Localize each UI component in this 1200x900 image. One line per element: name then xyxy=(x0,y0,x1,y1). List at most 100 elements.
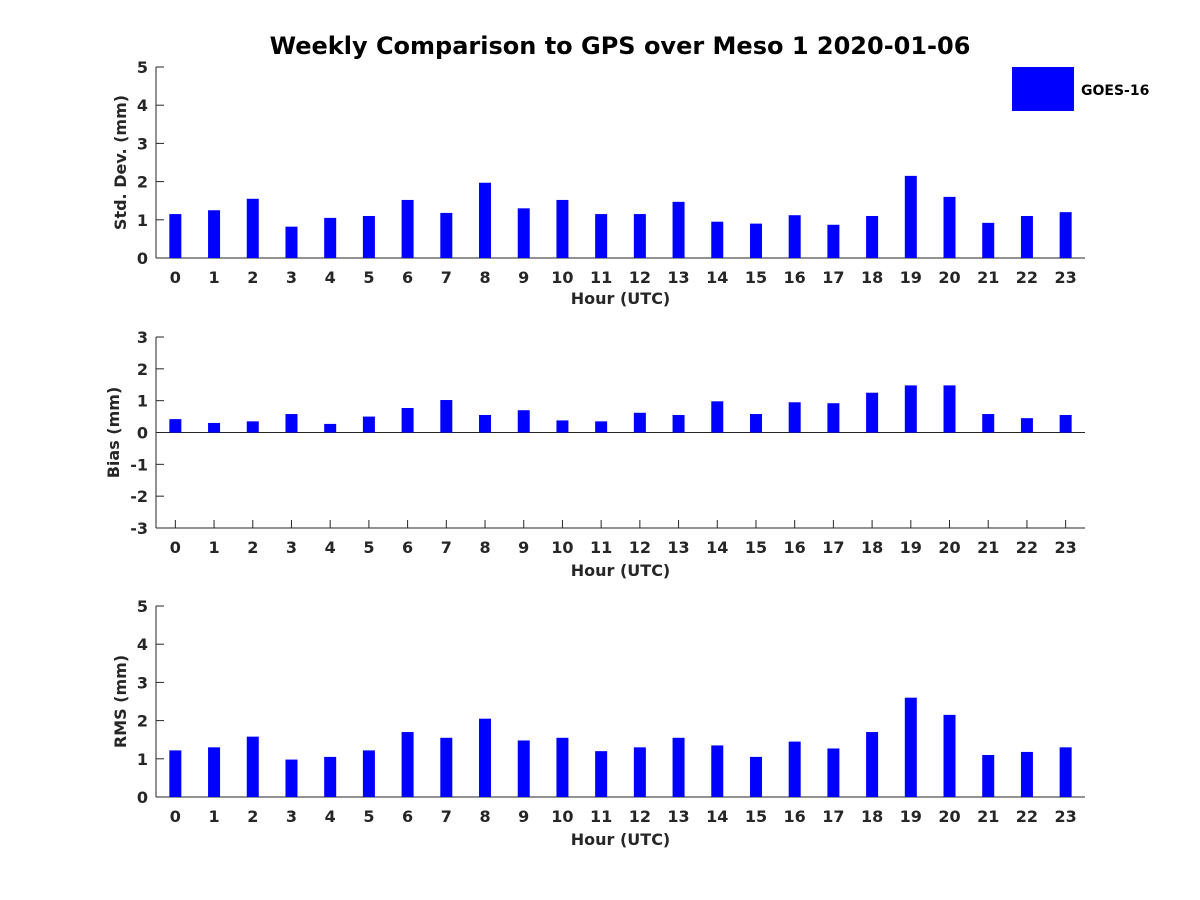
y-tick-label: 3 xyxy=(137,673,148,692)
bar-hour-19 xyxy=(904,385,917,433)
bar-hour-19 xyxy=(904,697,917,797)
x-tick-label: 7 xyxy=(441,807,452,826)
x-tick-label: 6 xyxy=(402,807,413,826)
y-tick-label: 2 xyxy=(137,173,148,192)
x-tick-label: 22 xyxy=(1016,538,1038,557)
bar-hour-0 xyxy=(169,419,182,433)
bar-hour-4 xyxy=(324,756,337,797)
bar-hour-12 xyxy=(633,412,646,433)
bar-hour-9 xyxy=(517,410,530,433)
bar-hour-1 xyxy=(208,422,221,433)
x-tick-label: 18 xyxy=(861,538,883,557)
bar-hour-7 xyxy=(440,737,453,797)
bar-hour-2 xyxy=(246,736,259,797)
x-tick-label: 3 xyxy=(286,807,297,826)
bar-hour-0 xyxy=(169,214,182,258)
bar-hour-14 xyxy=(711,221,724,258)
x-tick-label: 7 xyxy=(441,268,452,287)
bar-hour-2 xyxy=(246,421,259,433)
x-tick-label: 1 xyxy=(208,807,219,826)
x-tick-label: 10 xyxy=(551,538,573,557)
x-tick-label: 15 xyxy=(745,538,767,557)
y-tick-label: 5 xyxy=(137,58,148,77)
bar-hour-15 xyxy=(749,223,762,258)
x-tick-label: 17 xyxy=(822,268,844,287)
x-tick-label: 22 xyxy=(1016,268,1038,287)
bar-hour-1 xyxy=(208,210,221,258)
x-tick-label: 15 xyxy=(745,807,767,826)
x-tick-label: 12 xyxy=(629,807,651,826)
chart-title: Weekly Comparison to GPS over Meso 1 202… xyxy=(270,32,971,60)
bar-hour-14 xyxy=(711,401,724,433)
x-tick-label: 23 xyxy=(1055,268,1077,287)
legend: GOES-16 xyxy=(1012,67,1149,111)
x-axis-label: Hour (UTC) xyxy=(571,561,671,580)
x-tick-label: 12 xyxy=(629,538,651,557)
bar-hour-12 xyxy=(633,747,646,797)
x-tick-label: 21 xyxy=(977,538,999,557)
x-tick-label: 2 xyxy=(247,538,258,557)
x-tick-label: 0 xyxy=(170,538,181,557)
x-tick-label: 8 xyxy=(479,538,490,557)
bar-hour-13 xyxy=(672,201,685,258)
bar-hour-11 xyxy=(595,421,608,433)
bar-hour-23 xyxy=(1059,414,1072,433)
legend-swatch-goes-16 xyxy=(1012,67,1074,111)
bar-hour-10 xyxy=(556,199,569,258)
y-tick-label: -1 xyxy=(130,455,148,474)
bar-hour-12 xyxy=(633,214,646,258)
y-axis-label: RMS (mm) xyxy=(111,655,130,748)
y-tick-label: 0 xyxy=(137,424,148,443)
x-tick-label: 21 xyxy=(977,268,999,287)
bar-hour-21 xyxy=(982,414,995,433)
bar-hour-18 xyxy=(866,392,879,433)
x-tick-label: 17 xyxy=(822,538,844,557)
bar-hour-5 xyxy=(362,416,375,433)
x-tick-label: 8 xyxy=(479,807,490,826)
x-tick-label: 11 xyxy=(590,807,612,826)
y-tick-label: 4 xyxy=(137,96,148,115)
bar-hour-15 xyxy=(749,756,762,797)
x-tick-label: 8 xyxy=(479,268,490,287)
x-tick-label: 9 xyxy=(518,538,529,557)
bar-hour-5 xyxy=(362,750,375,797)
x-tick-label: 6 xyxy=(402,268,413,287)
x-tick-label: 19 xyxy=(900,807,922,826)
bar-hour-18 xyxy=(866,732,879,797)
x-tick-label: 10 xyxy=(551,807,573,826)
x-tick-label: 19 xyxy=(900,268,922,287)
bar-hour-23 xyxy=(1059,747,1072,797)
bar-hour-2 xyxy=(246,198,259,258)
bar-hour-16 xyxy=(788,402,801,433)
bar-hour-13 xyxy=(672,737,685,797)
x-tick-label: 21 xyxy=(977,807,999,826)
bar-hour-13 xyxy=(672,414,685,433)
y-tick-label: 2 xyxy=(137,712,148,731)
x-tick-label: 14 xyxy=(706,807,728,826)
bar-hour-8 xyxy=(479,414,492,433)
bar-hour-3 xyxy=(285,759,298,797)
bar-hour-22 xyxy=(1020,751,1033,797)
x-tick-label: 15 xyxy=(745,268,767,287)
bar-hour-16 xyxy=(788,741,801,797)
y-tick-label: 3 xyxy=(137,328,148,347)
x-tick-label: 11 xyxy=(590,538,612,557)
bar-hour-8 xyxy=(479,182,492,258)
y-tick-label: 1 xyxy=(137,392,148,411)
y-axis-label: Bias (mm) xyxy=(104,387,123,479)
x-tick-label: 9 xyxy=(518,807,529,826)
bar-hour-17 xyxy=(827,224,840,258)
x-tick-label: 14 xyxy=(706,538,728,557)
x-tick-label: 12 xyxy=(629,268,651,287)
x-tick-label: 20 xyxy=(938,268,960,287)
bar-hour-20 xyxy=(943,385,956,433)
x-tick-label: 4 xyxy=(325,268,336,287)
bar-hour-6 xyxy=(401,199,414,258)
bar-hour-17 xyxy=(827,748,840,797)
x-tick-label: 17 xyxy=(822,807,844,826)
x-tick-label: 3 xyxy=(286,538,297,557)
bar-hour-16 xyxy=(788,215,801,258)
